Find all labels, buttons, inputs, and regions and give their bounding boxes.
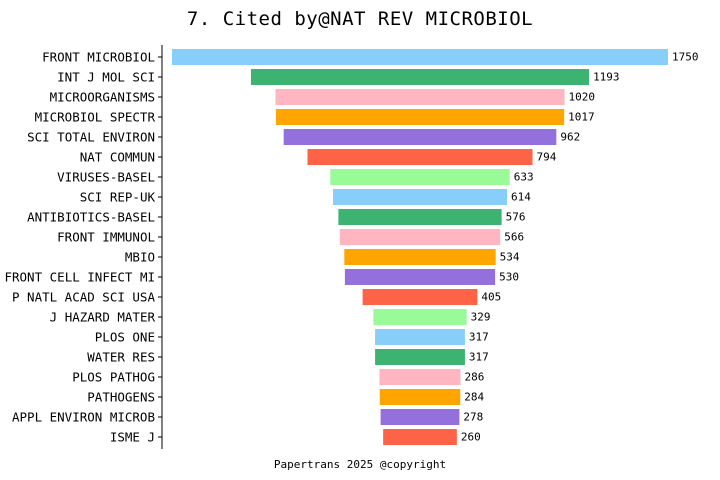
bar (375, 329, 465, 345)
category-label: NAT COMMUN (80, 150, 155, 165)
category-label: ISME J (110, 430, 155, 445)
category-label: FRONT CELL INFECT MI (4, 270, 155, 285)
copyright-footer: Papertrans 2025 @copyright (273, 458, 447, 471)
bar (380, 409, 460, 425)
bar (339, 229, 501, 245)
value-label: 566 (504, 231, 524, 244)
value-label: 794 (537, 151, 557, 164)
bar (332, 189, 508, 205)
category-label: SCI REP-UK (80, 190, 156, 205)
value-label: 286 (465, 371, 485, 384)
value-label: 1193 (593, 71, 620, 84)
value-label: 530 (499, 271, 519, 284)
category-labels-group: FRONT MICROBIOL INT J MOL SCI MICROORGANIS… (4, 50, 155, 445)
category-label: MICROBIOL SPECTR (35, 110, 156, 125)
bars-group (172, 49, 668, 445)
value-label: 534 (500, 251, 520, 264)
value-label: 317 (469, 331, 489, 344)
bar (362, 289, 478, 305)
category-label: PLOS PATHOG (72, 370, 155, 385)
category-label: WATER RES (87, 350, 155, 365)
bar (338, 209, 502, 225)
value-label: 1017 (568, 111, 595, 124)
category-label: MBIO (125, 250, 155, 265)
category-label: APPL ENVIRON MICROB (12, 410, 155, 425)
category-label: FRONT MICROBIOL (42, 50, 155, 65)
value-label: 260 (461, 431, 481, 444)
category-label: INT J MOL SCI (57, 70, 155, 85)
bar (383, 429, 457, 445)
value-label: 329 (471, 311, 491, 324)
category-label: MICROORGANISMS (50, 90, 155, 105)
value-label: 576 (506, 211, 526, 224)
bar (379, 369, 461, 385)
value-label: 614 (511, 191, 531, 204)
value-label: 278 (463, 411, 483, 424)
bar (250, 69, 590, 85)
bar (344, 269, 496, 285)
bar (330, 169, 510, 185)
bar (275, 89, 565, 105)
value-label: 405 (481, 291, 501, 304)
chart-title: 7. Cited by@NAT REV MICROBIOL (186, 8, 534, 30)
category-label: SCI TOTAL ENVIRON (27, 130, 155, 145)
category-label: FRONT IMMUNOL (57, 230, 155, 245)
category-label: VIRUSES-BASEL (57, 170, 155, 185)
category-label: ANTIBIOTICS-BASEL (27, 210, 155, 225)
bar (379, 389, 461, 405)
bar (283, 129, 557, 145)
bar (373, 309, 467, 325)
bar (375, 349, 465, 365)
value-label: 1750 (672, 51, 699, 64)
bar (307, 149, 533, 165)
category-label: PLOS ONE (95, 330, 155, 345)
category-label: PATHOGENS (87, 390, 155, 405)
y-axis (158, 45, 163, 449)
bar (344, 249, 496, 265)
category-label: J HAZARD MATER (50, 310, 156, 325)
bar (172, 49, 668, 65)
bar (275, 109, 565, 125)
value-label: 1020 (569, 91, 596, 104)
category-label: P NATL ACAD SCI USA (12, 290, 155, 305)
value-label: 284 (464, 391, 484, 404)
value-label: 317 (469, 351, 489, 364)
value-label: 633 (514, 171, 534, 184)
value-label: 962 (560, 131, 580, 144)
